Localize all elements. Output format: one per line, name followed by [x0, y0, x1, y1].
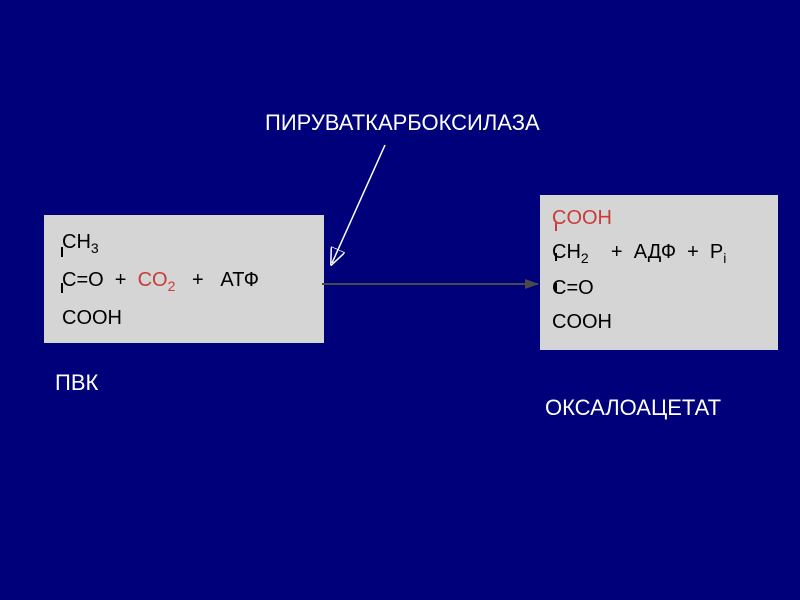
reactant-box: CH3 C=O + CO2 + АТФ COOH — [44, 215, 324, 343]
product-label: ОКСАЛОАЦЕТАТ — [545, 395, 721, 421]
product-line2: CH2 + АДФ + Pi — [552, 237, 766, 269]
reactant-line1: CH3 — [62, 227, 306, 259]
product-line4: COOH — [552, 307, 766, 337]
reactant-label: ПВК — [55, 370, 98, 396]
product-line3: C=O — [552, 273, 766, 303]
product-line1: COOH — [552, 203, 766, 233]
product-box: COOH CH2 + АДФ + Pi C=O COOH — [540, 195, 778, 350]
reactant-line3: COOH — [62, 303, 306, 333]
reactant-line2: C=O + CO2 + АТФ — [62, 265, 306, 297]
enzyme-label: ПИРУВАТКАРБОКСИЛАЗА — [265, 110, 540, 136]
reaction-arrow — [322, 283, 538, 285]
